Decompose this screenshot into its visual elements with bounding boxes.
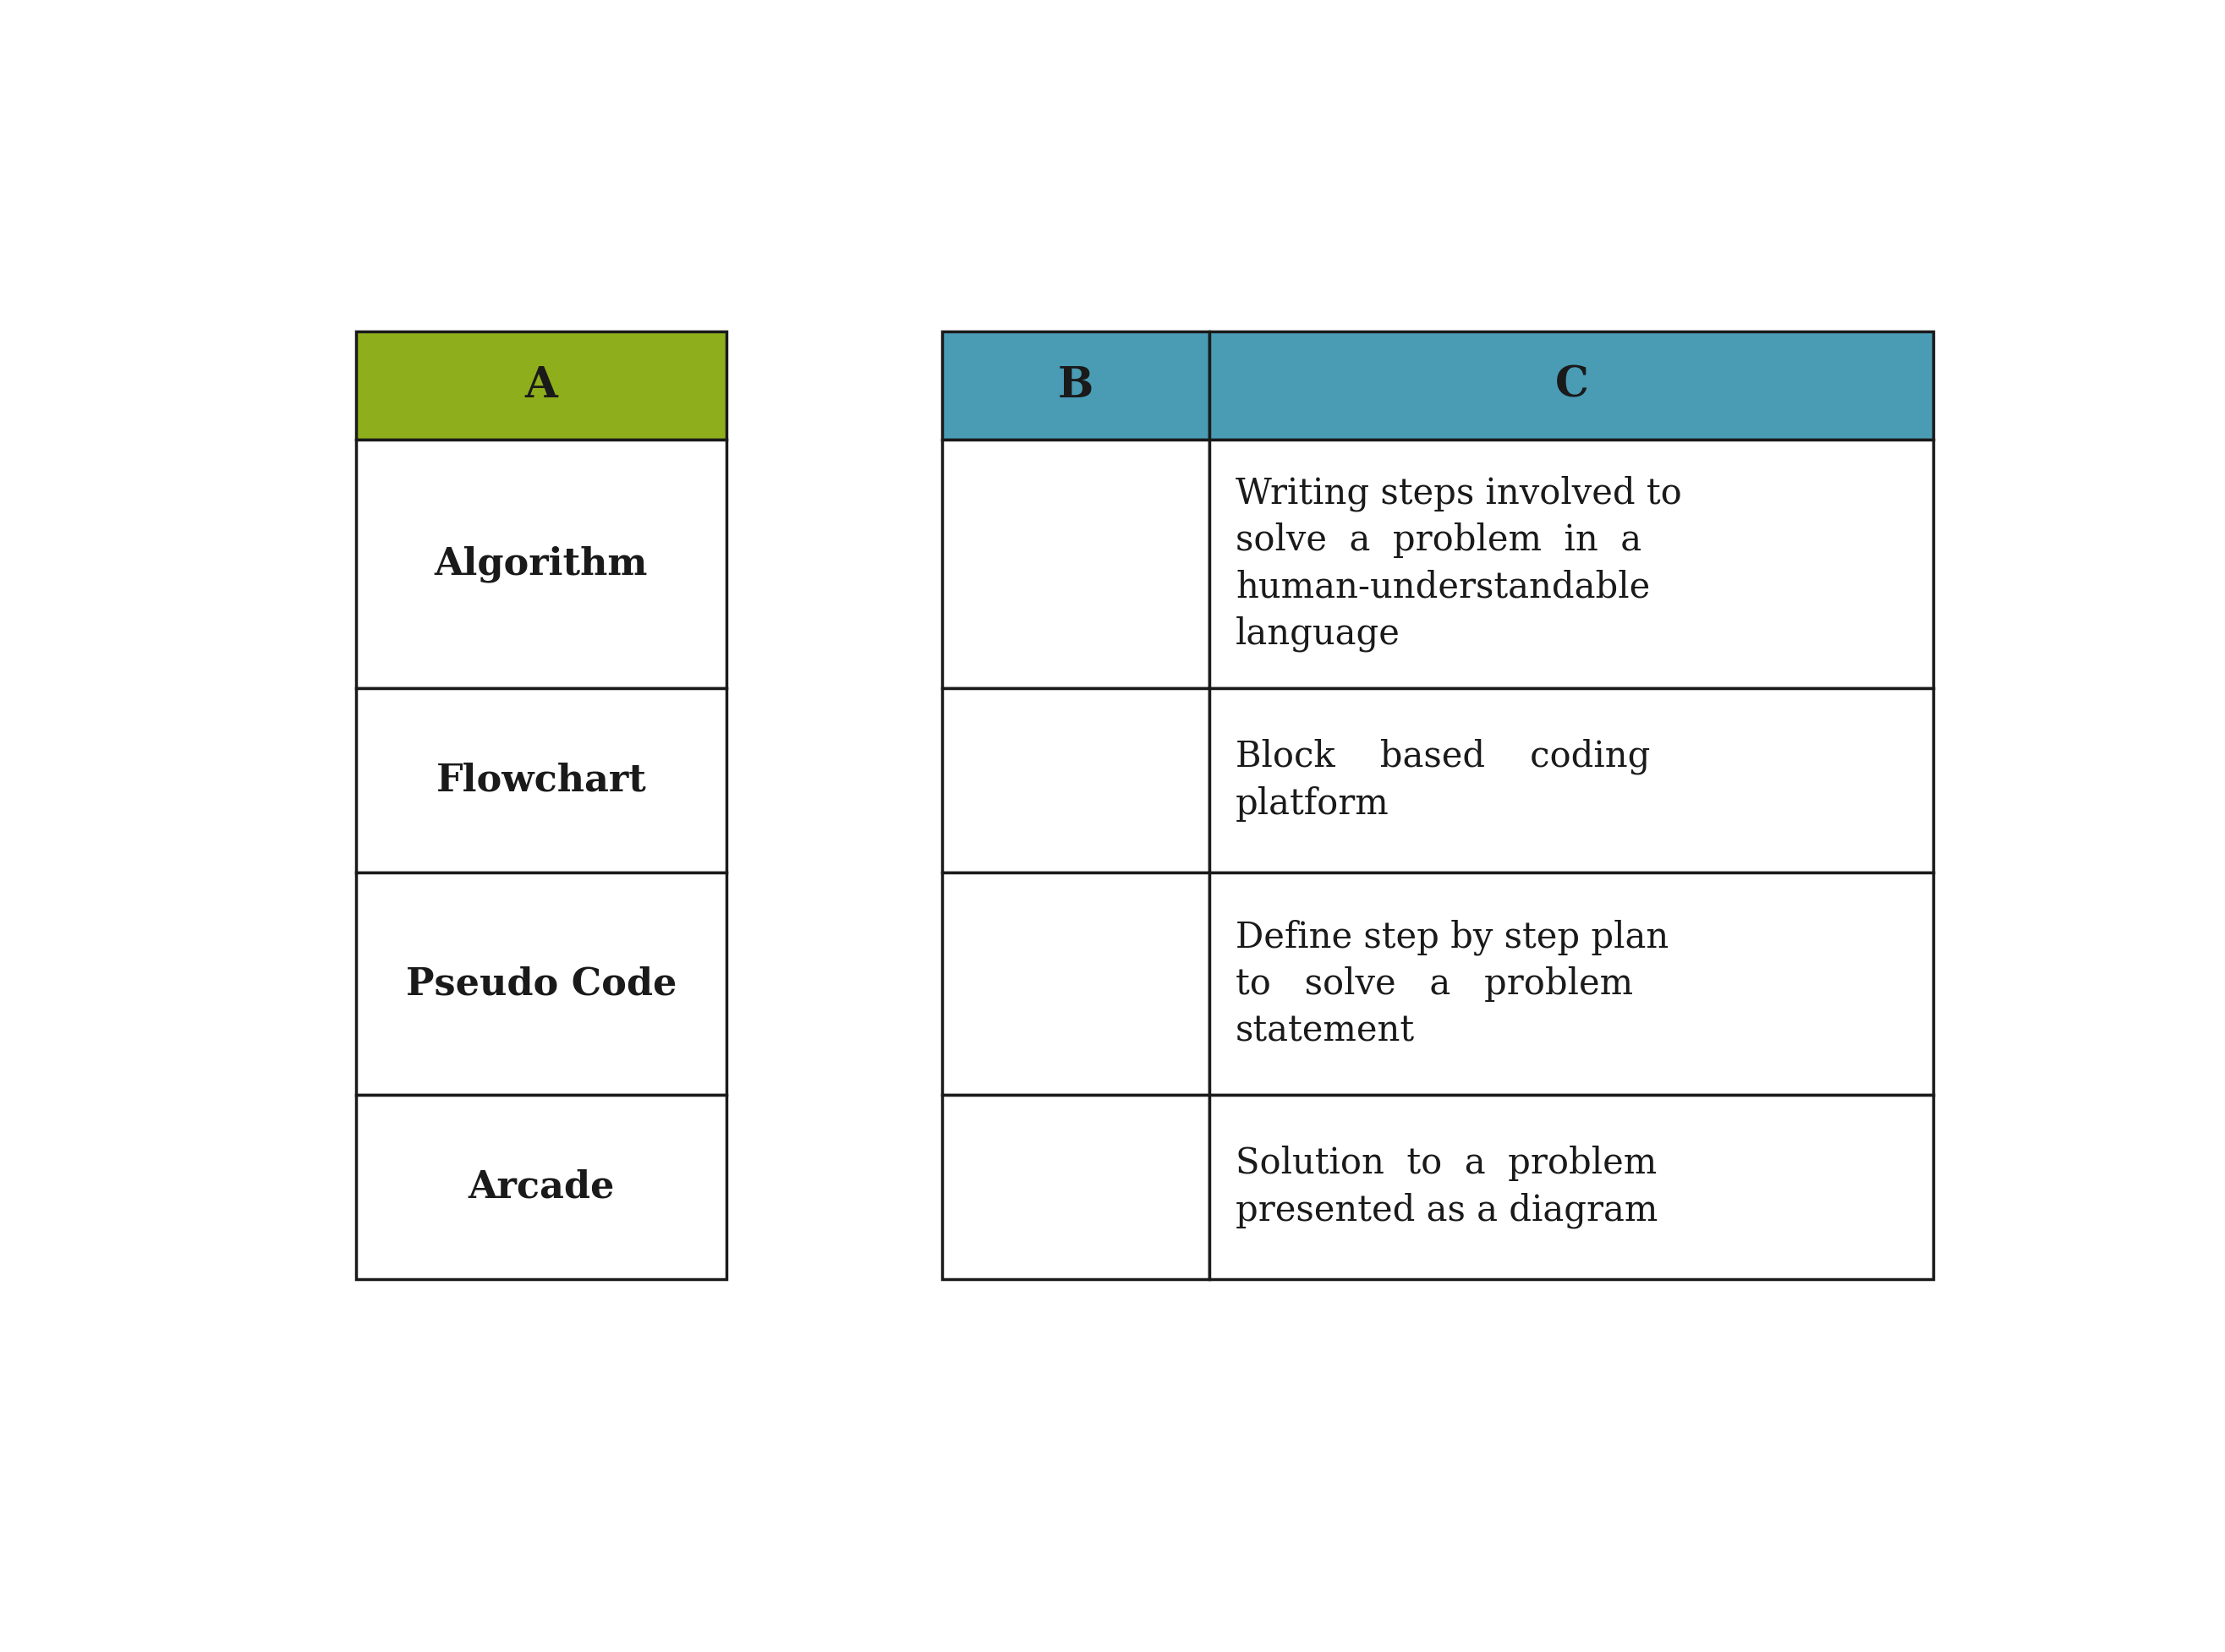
- Text: Block    based    coding
platform: Block based coding platform: [1235, 738, 1651, 821]
- Bar: [1210, 332, 1934, 439]
- Text: B: B: [1059, 365, 1095, 406]
- Bar: [941, 332, 1210, 439]
- Text: Flowchart: Flowchart: [436, 762, 645, 798]
- Bar: [941, 687, 1210, 872]
- Text: Arcade: Arcade: [467, 1170, 614, 1206]
- Text: Solution  to  a  problem
presented as a diagram: Solution to a problem presented as a dia…: [1235, 1146, 1658, 1229]
- Bar: [1210, 687, 1934, 872]
- Bar: [941, 872, 1210, 1095]
- Bar: [356, 872, 725, 1095]
- Text: Writing steps involved to
solve  a  problem  in  a
human-understandable
language: Writing steps involved to solve a proble…: [1235, 476, 1682, 653]
- Bar: [941, 439, 1210, 687]
- Bar: [356, 332, 725, 439]
- Bar: [941, 1095, 1210, 1279]
- Bar: [356, 439, 725, 687]
- Bar: [1210, 1095, 1934, 1279]
- Text: A: A: [525, 365, 558, 406]
- Text: Define step by step plan
to   solve   a   problem
statement: Define step by step plan to solve a prob…: [1235, 919, 1669, 1049]
- Bar: [1210, 872, 1934, 1095]
- Text: C: C: [1555, 365, 1589, 406]
- Bar: [1210, 439, 1934, 687]
- Bar: [356, 687, 725, 872]
- Text: Algorithm: Algorithm: [434, 545, 647, 583]
- Text: Pseudo Code: Pseudo Code: [405, 965, 676, 1001]
- Bar: [356, 1095, 725, 1279]
